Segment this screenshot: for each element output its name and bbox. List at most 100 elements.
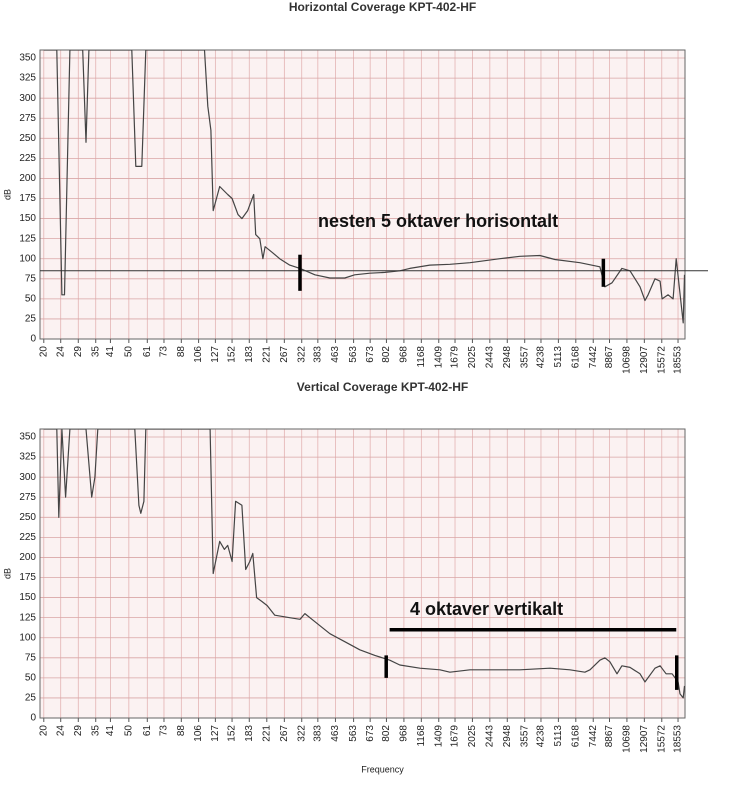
data-line (43, 50, 685, 324)
x-tick-label: 3557 (519, 725, 530, 748)
x-tick-label: 1409 (433, 346, 444, 369)
y-tick-label: 225 (19, 532, 36, 543)
y-tick-label: 350 (19, 53, 36, 64)
x-tick-label: 8867 (604, 725, 615, 748)
plot-area (40, 50, 685, 339)
y-tick-label: 100 (19, 632, 36, 643)
x-tick-label: 5113 (553, 346, 564, 368)
x-tick-label: 968 (399, 725, 410, 742)
x-tick-label: 5113 (553, 725, 564, 747)
x-tick-label: 1679 (450, 725, 461, 748)
x-tick-label: 24 (55, 346, 66, 358)
y-tick-label: 200 (19, 173, 36, 184)
x-tick-label: 12907 (639, 725, 650, 753)
x-tick-label: 463 (330, 346, 341, 363)
x-tick-label: 1409 (433, 725, 444, 748)
y-tick-label: 75 (25, 652, 37, 663)
x-tick-label: 221 (261, 346, 272, 363)
y-tick-label: 325 (19, 452, 36, 463)
x-tick-label: 4238 (536, 346, 547, 369)
x-tick-label: 2443 (484, 346, 495, 369)
x-tick-label: 563 (348, 346, 359, 363)
y-tick-label: 150 (19, 213, 36, 224)
x-tick-label: 673 (365, 725, 376, 742)
y-tick-label: 350 (19, 432, 36, 443)
x-tick-label: 20 (38, 725, 49, 737)
y-axis-label: dB (2, 568, 12, 579)
y-tick-label: 275 (19, 492, 36, 503)
x-tick-label: 29 (73, 346, 84, 358)
y-tick-label: 0 (30, 713, 36, 724)
y-tick-label: 225 (19, 153, 36, 164)
x-tick-label: 127 (210, 346, 221, 363)
x-tick-label: 7442 (588, 346, 599, 369)
y-tick-label: 175 (19, 572, 36, 583)
x-tick-label: 152 (227, 346, 238, 363)
x-tick-label: 802 (381, 725, 392, 742)
x-tick-label: 322 (296, 725, 307, 742)
x-tick-label: 41 (105, 346, 116, 358)
x-tick-label: 106 (193, 346, 204, 363)
plot-border (39, 428, 686, 719)
x-tick-label: 3557 (519, 346, 530, 369)
x-tick-label: 50 (123, 346, 134, 358)
x-tick-label: 267 (279, 346, 290, 363)
y-tick-label: 125 (19, 233, 36, 244)
x-tick-label: 1679 (450, 346, 461, 369)
x-tick-label: 18553 (673, 725, 684, 753)
y-tick-label: 100 (19, 253, 36, 264)
x-tick-label: 88 (176, 346, 187, 358)
x-tick-label: 29 (73, 725, 84, 737)
x-tick-label: 35 (90, 346, 101, 358)
x-tick-label: 1168 (416, 346, 427, 368)
x-tick-label: 383 (312, 725, 323, 742)
x-tick-label: 322 (296, 346, 307, 363)
x-tick-label: 61 (142, 346, 153, 358)
x-tick-label: 10698 (622, 725, 633, 753)
y-tick-label: 25 (25, 693, 37, 704)
y-axis-label: dB (2, 189, 12, 200)
x-tick-label: 267 (279, 725, 290, 742)
y-tick-label: 250 (19, 512, 36, 523)
x-tick-label: 7442 (588, 725, 599, 748)
x-tick-label: 183 (244, 346, 255, 363)
y-tick-label: 200 (19, 552, 36, 563)
x-tick-label: 106 (193, 725, 204, 742)
x-axis-label: Frequency (361, 764, 404, 774)
x-tick-label: 10698 (622, 346, 633, 374)
x-tick-label: 73 (159, 725, 170, 737)
x-tick-label: 2948 (502, 346, 513, 369)
plot-layer (43, 429, 685, 699)
y-tick-label: 25 (25, 314, 37, 325)
x-tick-label: 1168 (416, 725, 427, 747)
x-tick-label: 152 (227, 725, 238, 742)
chart-title: Horizontal Coverage KPT-402-HF (289, 0, 476, 14)
y-tick-label: 300 (19, 93, 36, 104)
y-tick-label: 50 (25, 294, 37, 305)
x-tick-label: 12907 (639, 346, 650, 374)
x-tick-label: 221 (261, 725, 272, 742)
x-tick-label: 2025 (467, 346, 478, 369)
x-tick-label: 673 (365, 346, 376, 363)
x-tick-label: 15572 (656, 725, 667, 753)
y-tick-label: 125 (19, 612, 36, 623)
x-tick-label: 20 (38, 346, 49, 358)
x-tick-label: 73 (159, 346, 170, 358)
x-tick-label: 35 (90, 725, 101, 737)
x-tick-label: 383 (312, 346, 323, 363)
x-tick-label: 50 (123, 725, 134, 737)
x-tick-label: 968 (399, 346, 410, 363)
x-tick-label: 4238 (536, 725, 547, 748)
plot-layer (43, 50, 685, 324)
x-tick-label: 88 (176, 725, 187, 737)
y-tick-label: 250 (19, 133, 36, 144)
x-tick-label: 463 (330, 725, 341, 742)
chart-title: Vertical Coverage KPT-402-HF (297, 380, 468, 394)
x-tick-label: 802 (381, 346, 392, 363)
y-tick-label: 275 (19, 113, 36, 124)
x-tick-label: 61 (142, 725, 153, 737)
y-tick-label: 0 (30, 334, 36, 345)
x-tick-label: 6168 (570, 725, 581, 748)
y-tick-label: 300 (19, 472, 36, 483)
x-tick-label: 41 (105, 725, 116, 737)
